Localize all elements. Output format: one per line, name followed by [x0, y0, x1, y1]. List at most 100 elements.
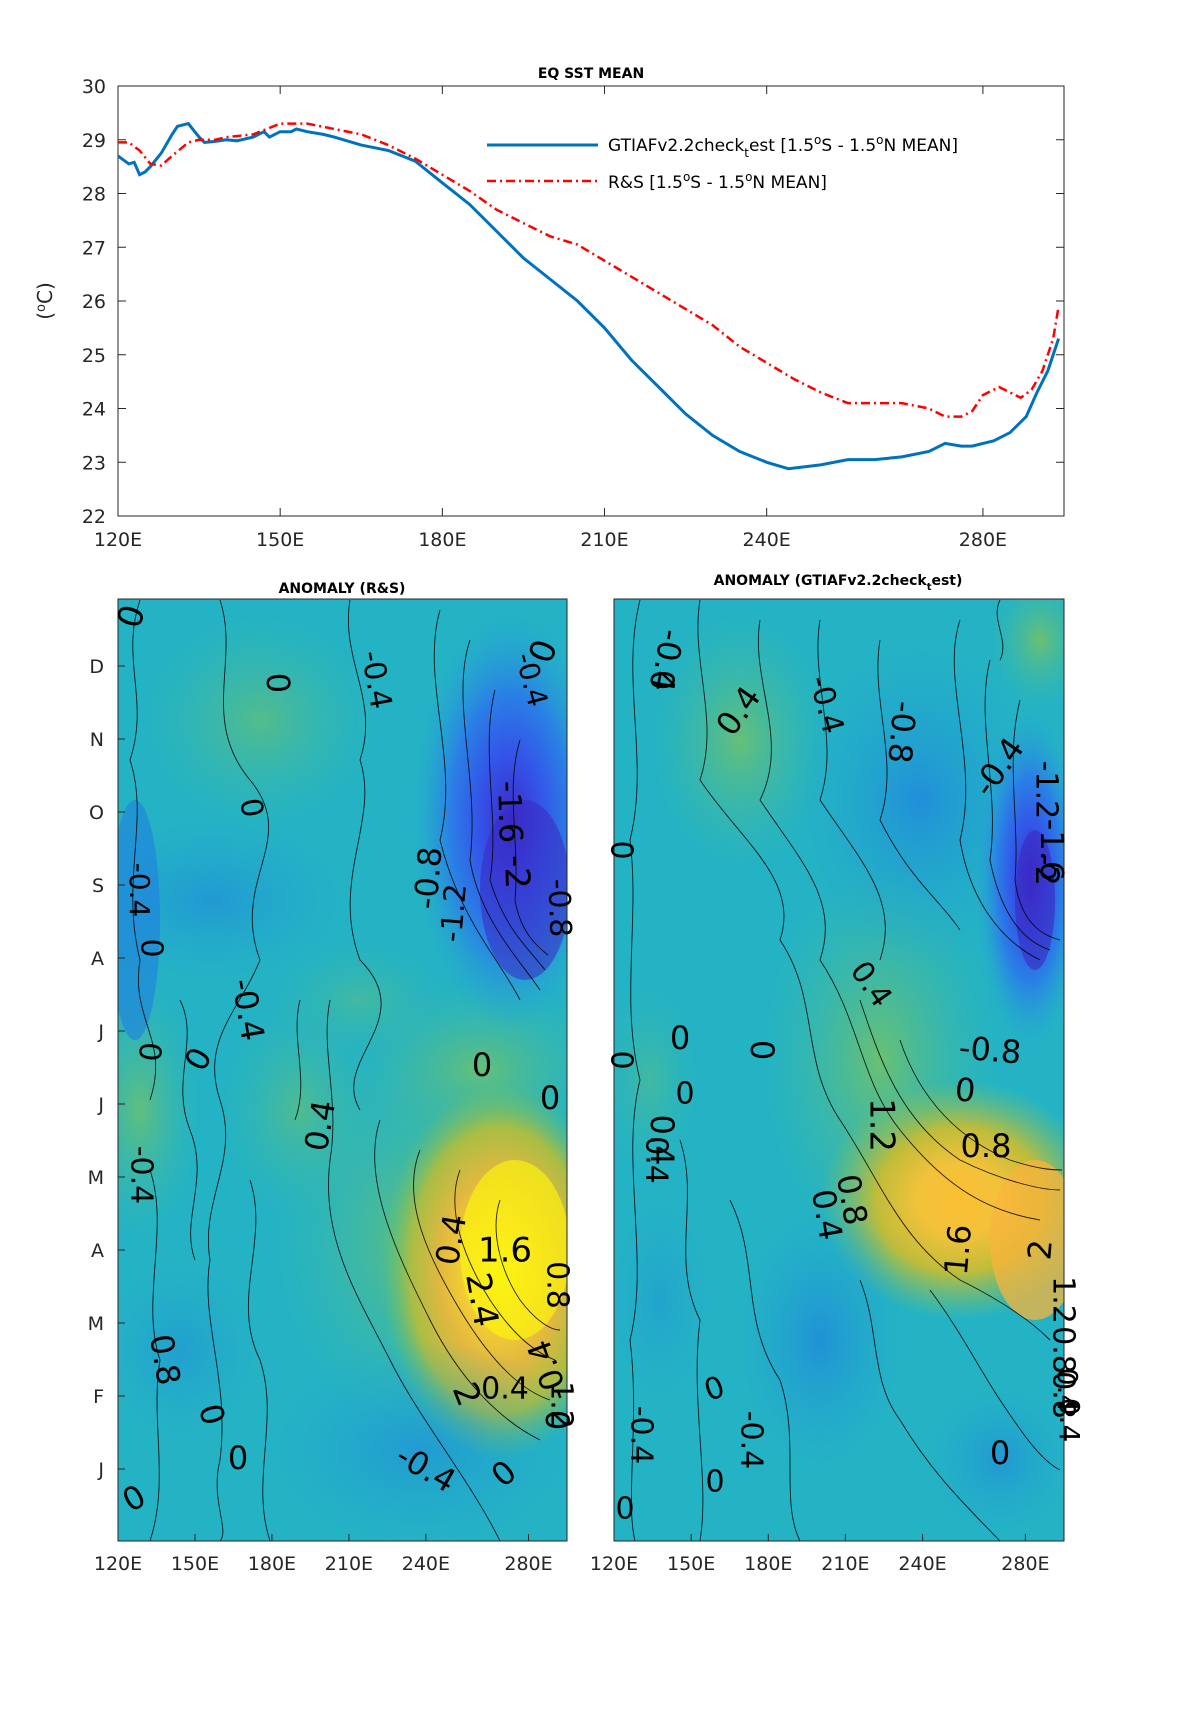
top-title: EQ SST MEAN [538, 66, 644, 82]
contour-label: 0.4 [1053, 1398, 1086, 1443]
x-tick-label: 120E [590, 1553, 638, 1575]
contour-label: 0 [134, 1041, 171, 1063]
y-tick-label: J [97, 1094, 104, 1116]
y-tick-label: F [93, 1386, 104, 1408]
contour-label: 1.2 [862, 1098, 902, 1152]
contour-label: 0.8 [1046, 1326, 1081, 1374]
y-tick-label: J [97, 1021, 104, 1043]
contour-label: 0 [990, 1434, 1010, 1472]
contour-label: -0.8 [957, 1028, 1023, 1071]
contour-label: 0.4 [643, 1115, 681, 1166]
y-tick-label: A [91, 948, 104, 970]
contour-label: 0 [705, 1465, 724, 1500]
x-tick-label: 150E [256, 529, 304, 551]
contour-label: 1.6 [478, 1231, 532, 1271]
contour-label: -1.2 [1029, 761, 1064, 820]
x-tick-label: 120E [94, 1553, 142, 1575]
contour-label: 1.6 [937, 1223, 979, 1277]
anomaly-rs-frame [117, 598, 568, 1542]
x-tick-label: 240E [402, 1553, 450, 1575]
y-tick-label: 24 [82, 399, 106, 421]
model-series-line [118, 121, 1061, 471]
y-tick-label: S [92, 875, 104, 897]
x-tick-label: 240E [898, 1553, 946, 1575]
y-tick-label: O [89, 802, 104, 824]
y-tick-label: 26 [82, 291, 106, 313]
contour-label: 0 [743, 1040, 781, 1060]
contour-label: 0 [953, 1070, 977, 1110]
contour-label: 1.2 [1046, 1276, 1081, 1324]
x-tick-label: 210E [325, 1553, 373, 1575]
y-tick-label: M [88, 1313, 104, 1335]
legend-model-label: GTIAFv2.2checktest [1.5oS - 1.5oN MEAN] [608, 133, 958, 160]
y-tick-label: A [91, 1240, 104, 1262]
x-tick-label: 210E [580, 529, 628, 551]
contour-label: -0.4 [734, 1411, 769, 1470]
contour-label: 0 [675, 1077, 694, 1112]
contour-label: 0 [604, 1050, 639, 1069]
contour-label: 0.4 [804, 1186, 850, 1243]
contour-label: -0.8 [880, 699, 923, 765]
contour-label: -1.6 [1033, 819, 1071, 881]
y-tick-label: 29 [82, 130, 106, 152]
y-tick-label: 28 [82, 184, 106, 206]
rs-series-line [118, 122, 1060, 418]
contour-label: 0 [540, 1079, 560, 1117]
anomaly-rs-panel: ANOMALY (R&S) [88, 581, 579, 1575]
y-tick-label: 23 [82, 452, 106, 474]
contour-label: 0.8 [1046, 1371, 1081, 1419]
x-tick-label: 120E [94, 529, 142, 551]
contour-label: -2 [1028, 854, 1066, 886]
contour-label: 0 [643, 670, 681, 690]
contour-label: 0.4 [1051, 1368, 1084, 1413]
contour-label: 2.4 [457, 1270, 506, 1330]
top-y-axis-label: (oC) [33, 282, 57, 320]
x-tick-label: 210E [821, 1553, 869, 1575]
contour-label: 0 [259, 672, 298, 694]
contour-label: 0 [134, 938, 169, 957]
top-x-axis: 120E 150E 180E 210E 240E 280E [94, 86, 1007, 551]
x-tick-label: 280E [959, 529, 1007, 551]
y-tick-label: M [88, 1167, 104, 1189]
contour-label: -0.8 [540, 878, 577, 938]
anomaly-rs-title: ANOMALY (R&S) [279, 581, 406, 597]
contour-label: -0.4 [123, 863, 156, 918]
anomaly-model-panel: ANOMALY (GTIAFv2.2checktest) [590, 573, 1086, 1575]
contour-label: 0.4 [428, 1211, 474, 1268]
y-tick-label: J [97, 1459, 104, 1481]
contour-label: 1.2 [544, 1381, 579, 1429]
contour-label: -0.4 [124, 1146, 159, 1205]
legend-rs-label: R&S [1.5oS - 1.5oN MEAN] [608, 170, 827, 193]
y-tick-label: 22 [82, 506, 106, 528]
x-tick-label: 180E [744, 1553, 792, 1575]
contour-label: 0.8 [540, 1261, 575, 1309]
contour-label: 0 [615, 1492, 634, 1527]
x-tick-label: 180E [248, 1553, 296, 1575]
contour-label: 0.4 [481, 1372, 529, 1407]
y-tick-label: N [90, 729, 104, 751]
contour-label: -2 [496, 854, 537, 889]
contour-label: -0.4 [624, 1406, 659, 1465]
x-tick-label: 280E [1001, 1553, 1049, 1575]
x-tick-label: 280E [504, 1553, 552, 1575]
legend: GTIAFv2.2checktest [1.5oS - 1.5oN MEAN] … [487, 133, 958, 193]
y-tick-label: 27 [82, 237, 106, 259]
contour-label: -1.2 [434, 882, 474, 943]
contour-label: -0.8 [406, 845, 449, 911]
contour-label: 2 [1020, 1238, 1060, 1262]
x-tick-label: 240E [743, 529, 791, 551]
anomaly-rs-y-axis: J F M A M J J A S O N D [88, 656, 125, 1481]
x-tick-label: 180E [418, 529, 466, 551]
anomaly-model-x-axis: 120E 150E 180E 210E 240E 280E [590, 1534, 1050, 1575]
y-tick-label: D [89, 656, 104, 678]
x-tick-label: 150E [667, 1553, 715, 1575]
contour-label: 0.8 [142, 1331, 188, 1388]
anomaly-model-frame [613, 598, 1065, 1542]
contour-label: 0.4 [297, 1097, 343, 1154]
contour-label: 0 [604, 840, 639, 859]
anomaly-rs-field [118, 599, 567, 1541]
top-y-axis: 22 23 24 25 26 27 28 29 30 [82, 76, 1064, 528]
contour-label: 0.4 [639, 1136, 674, 1184]
